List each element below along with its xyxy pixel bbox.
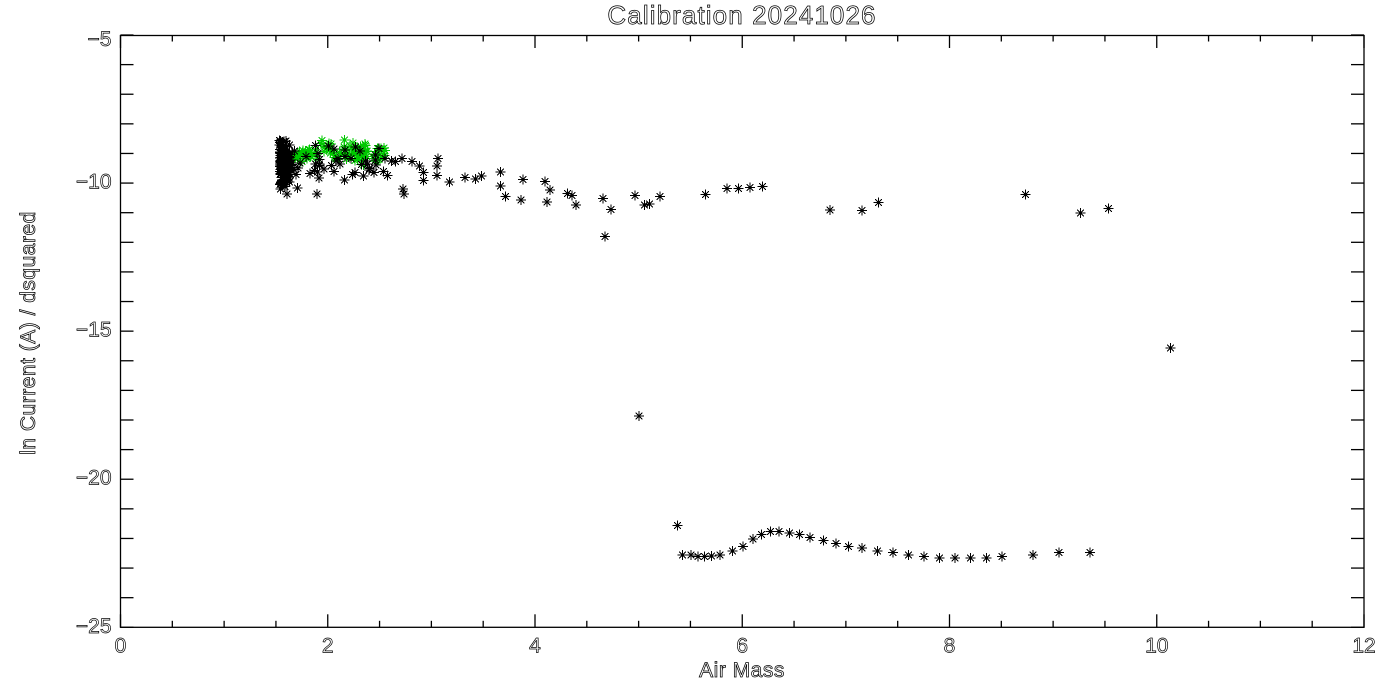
svg-text:ln Current (A) / dsquared: ln Current (A) / dsquared [17, 211, 40, 455]
svg-text:−20: −20 [76, 467, 112, 490]
svg-text:10: 10 [1145, 634, 1168, 657]
svg-text:6: 6 [736, 634, 748, 657]
svg-text:−25: −25 [76, 615, 112, 638]
svg-text:0: 0 [115, 634, 127, 657]
svg-text:2: 2 [322, 634, 334, 657]
svg-text:−5: −5 [88, 28, 112, 51]
svg-text:Air Mass: Air Mass [699, 659, 785, 682]
svg-text:Calibration 20241026: Calibration 20241026 [607, 0, 876, 30]
svg-text:8: 8 [944, 634, 956, 657]
svg-text:−10: −10 [76, 171, 112, 194]
svg-text:−15: −15 [76, 319, 112, 342]
svg-text:12: 12 [1352, 634, 1375, 657]
svg-text:4: 4 [529, 634, 541, 657]
